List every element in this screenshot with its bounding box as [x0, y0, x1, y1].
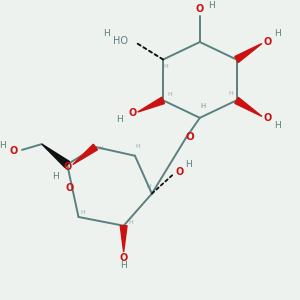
- Text: O: O: [263, 113, 272, 123]
- Text: H: H: [80, 210, 85, 215]
- Text: H: H: [116, 115, 123, 124]
- Polygon shape: [138, 97, 164, 112]
- Text: H: H: [52, 172, 59, 181]
- Text: O: O: [119, 254, 128, 263]
- Text: O: O: [263, 37, 272, 47]
- Text: H: H: [274, 121, 281, 130]
- Text: O: O: [176, 167, 184, 177]
- Polygon shape: [235, 98, 262, 116]
- Text: O: O: [10, 146, 18, 156]
- Text: H: H: [208, 1, 214, 10]
- Text: H: H: [200, 103, 205, 109]
- Text: H: H: [135, 145, 140, 149]
- Text: HO: HO: [113, 36, 128, 46]
- Text: H: H: [0, 141, 6, 150]
- Text: H: H: [147, 184, 152, 189]
- Text: H: H: [128, 220, 133, 225]
- Text: O: O: [63, 162, 71, 172]
- Polygon shape: [120, 226, 127, 252]
- Text: H: H: [99, 146, 103, 151]
- Text: O: O: [66, 183, 74, 193]
- Text: H: H: [229, 91, 233, 96]
- Text: O: O: [186, 132, 194, 142]
- Text: H: H: [164, 64, 168, 69]
- Text: O: O: [128, 109, 136, 118]
- Polygon shape: [42, 144, 69, 167]
- Text: H: H: [185, 160, 192, 169]
- Polygon shape: [73, 144, 98, 164]
- Text: H: H: [103, 29, 110, 38]
- Text: H: H: [168, 92, 172, 97]
- Text: O: O: [196, 4, 204, 14]
- Polygon shape: [235, 44, 262, 62]
- Text: H: H: [120, 261, 127, 270]
- Text: H: H: [274, 29, 281, 38]
